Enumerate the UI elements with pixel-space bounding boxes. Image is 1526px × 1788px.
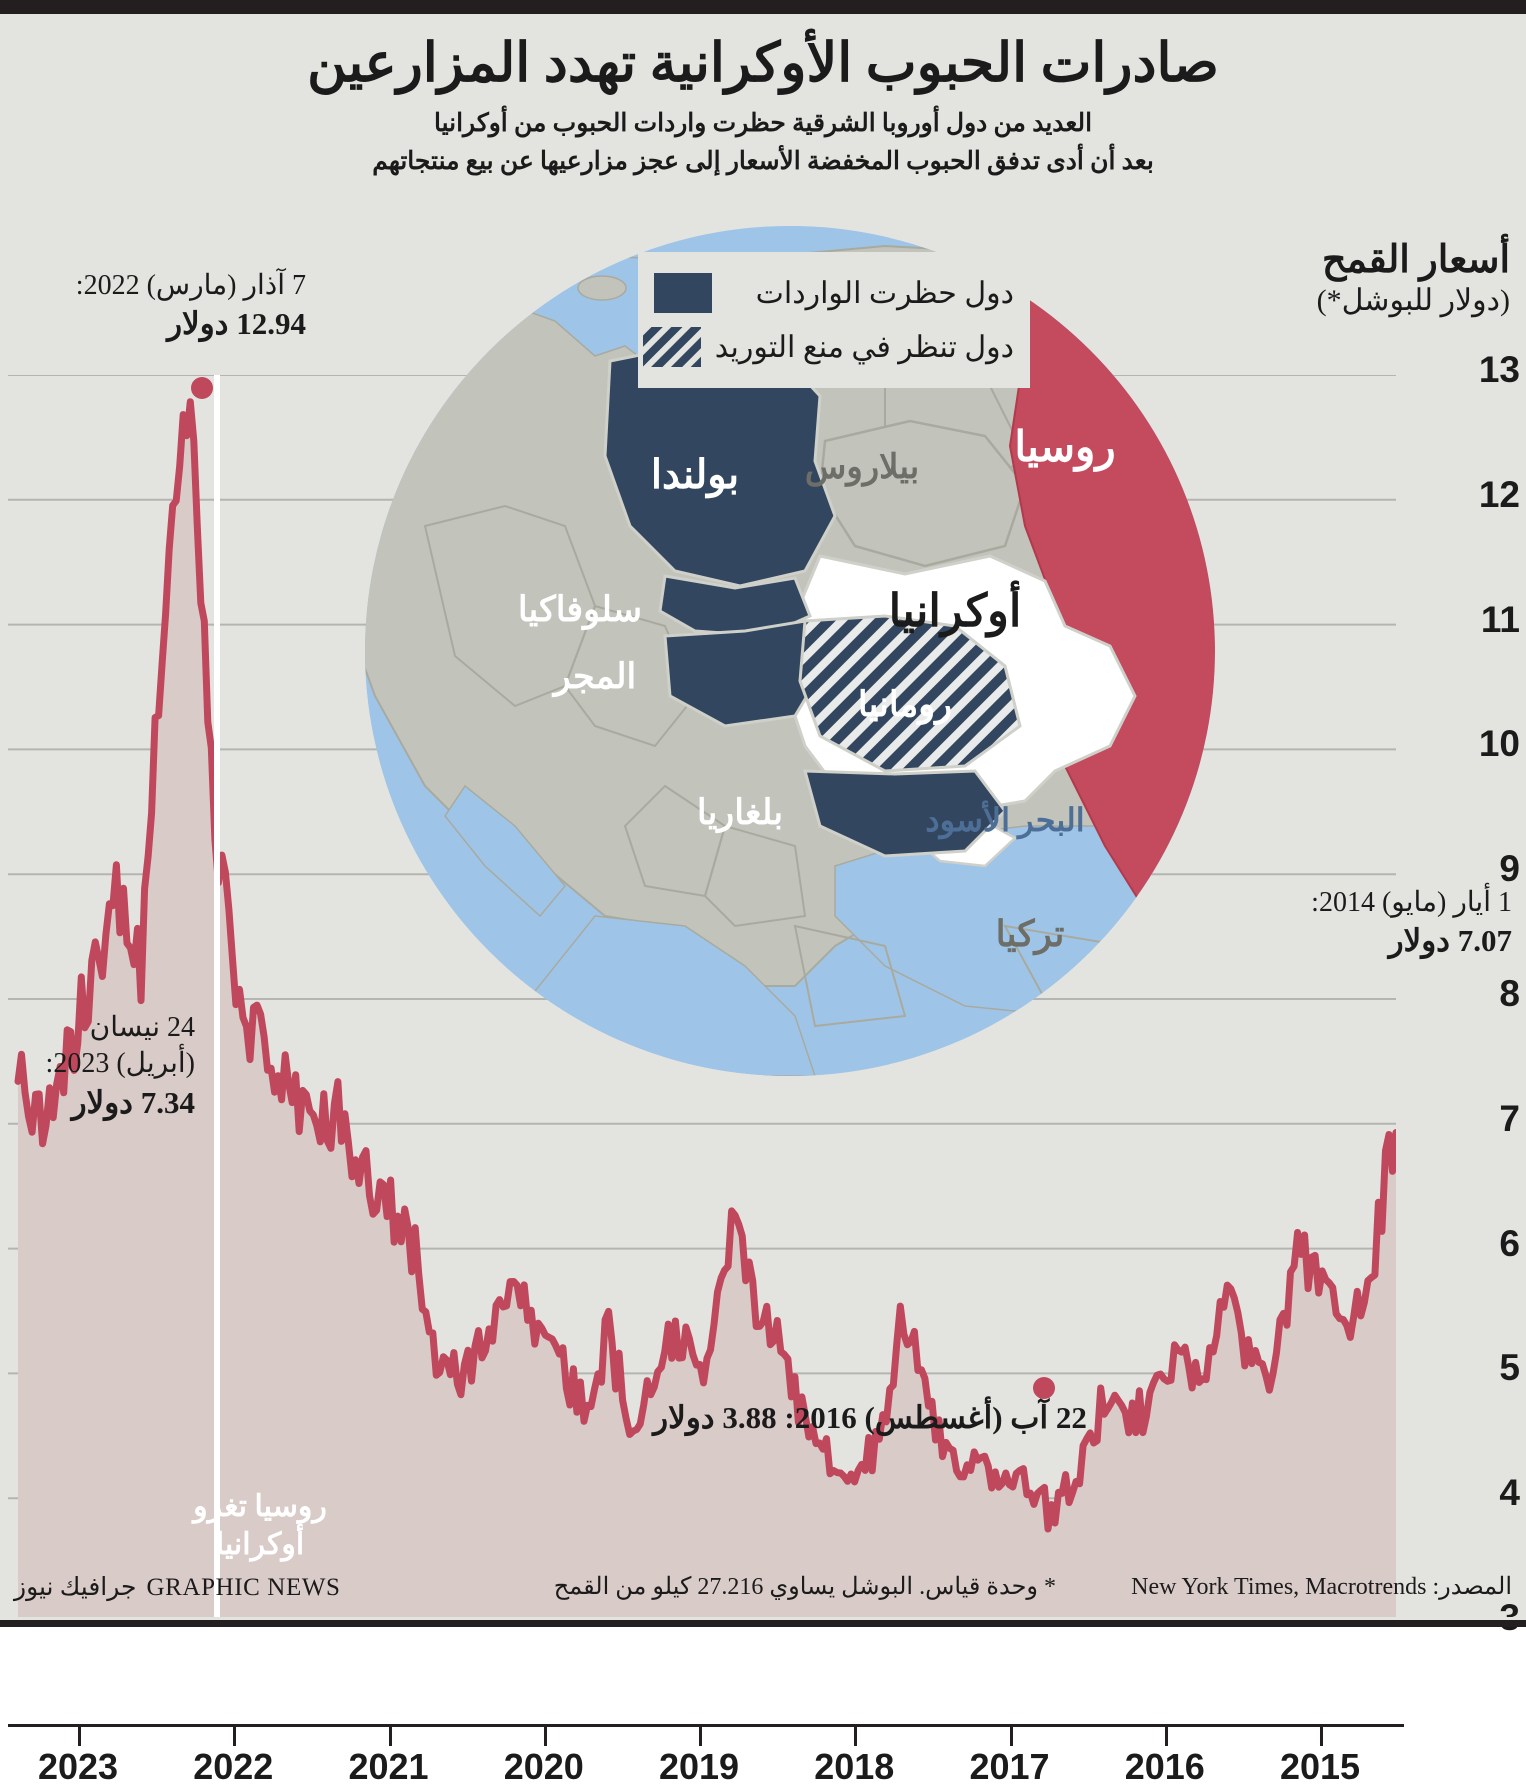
x-tick-2021: 2021: [348, 1746, 429, 1787]
subtitle-line-2: بعد أن أدى تدفق الحبوب المخفضة الأسعار إ…: [372, 148, 1154, 176]
x-tick-mark: [78, 1724, 81, 1746]
footnote-text: * وحدة قياس. البوشل يساوي 27.216 كيلو من…: [553, 1574, 1056, 1600]
callout-2016-text: 22 آب (أغسطس) 2016: 3.88 دولار: [653, 1400, 1087, 1435]
hatched-swatch-icon: [642, 327, 701, 367]
invasion-marker-label: روسيا تغزو أوكرانيا: [193, 1490, 327, 1561]
y-tick-9: 9: [1499, 848, 1520, 890]
chart-units: (دولار للبوشل*): [1316, 283, 1510, 317]
x-tick-mark: [1009, 1724, 1013, 1746]
callout-2022-value: 12.94 دولار: [167, 306, 306, 342]
brand-name-ar: جرافيك نيوز: [14, 1574, 137, 1601]
map-label-slovakia: سلوفاكيا: [518, 590, 642, 631]
x-tick-2022: 2022: [193, 1746, 274, 1787]
y-tick-5: 5: [1499, 1347, 1520, 1389]
x-tick-mark: [1164, 1724, 1168, 1746]
y-tick-10: 10: [1478, 723, 1520, 765]
map-label-russia: روسيا: [1014, 425, 1115, 472]
callout-2023-value: 7.34 دولار: [71, 1084, 195, 1120]
map-label-bulgaria: بلغاريا: [697, 793, 783, 834]
y-tick-13: 13: [1478, 349, 1520, 390]
legend-swatch-banned-icon: [654, 273, 712, 313]
x-tick-2020: 2020: [503, 1746, 584, 1787]
price-line: [14, 398, 1396, 1533]
callout-2014-date: 1 أيار (مايو) 2014:: [1311, 887, 1512, 918]
callout-2014-value: 7.07 دولار: [1388, 923, 1512, 959]
x-tick-mark: [388, 1724, 392, 1746]
x-axis-line: [8, 1724, 1404, 1727]
regional-map: بولندا سلوفاكيا المجر رومانيا بلغاريا أو…: [365, 226, 1215, 1076]
callout-2023-latest: 24 نيسان (أبريل) 2023: 7.34 دولار: [20, 1010, 195, 1123]
datapoint-2016-low: [1033, 1377, 1055, 1399]
y-axis-title: أسعار القمح (دولار للبوشل*): [1190, 239, 1510, 319]
page-title: صادرات الحبوب الأوكرانية تهدد المزارعين: [307, 33, 1219, 93]
map-label-poland: بولندا: [651, 452, 739, 499]
legend-item-considering: دول تنظر في منع التوريد: [642, 320, 1014, 374]
footer: المصدر: New York Times, Macrotrends * وح…: [0, 1570, 1526, 1614]
header-block: صادرات الحبوب الأوكرانية تهدد المزارعين …: [0, 14, 1526, 181]
legend-swatch-considering-icon: [642, 327, 701, 367]
subtitle-line-1: العديد من دول أوروبا الشرقية حظرت واردات…: [433, 110, 1093, 138]
adriatic-sea: [444, 784, 566, 918]
brand-name-en: GRAPHIC NEWS: [146, 1574, 341, 1601]
baltic-island: [577, 275, 627, 301]
x-tick-2015: 2015: [1279, 1746, 1361, 1787]
brand-block: GRAPHIC NEWS جرافيك نيوز: [14, 1572, 341, 1602]
x-tick-mark: [699, 1724, 702, 1746]
y-tick-4: 4: [1499, 1472, 1520, 1514]
top-rule: [0, 0, 1526, 14]
y-tick-8: 8: [1499, 973, 1520, 1014]
x-tick-2018: 2018: [814, 1746, 895, 1787]
map-label-hungary: المجر: [551, 657, 637, 698]
romania-shape: [798, 614, 1022, 773]
x-tick-2023: 2023: [37, 1746, 119, 1787]
legend-label-considering: دول تنظر في منع التوريد: [714, 330, 1014, 364]
callout-2023-date: 24 نيسان (أبريل) 2023:: [45, 1012, 195, 1080]
legend-label-banned: دول حظرت الواردات: [755, 276, 1014, 310]
y-tick-7: 7: [1499, 1097, 1520, 1139]
callout-2014-start: 1 أيار (مايو) 2014: 7.07 دولار: [1222, 885, 1512, 962]
x-tick-mark: [854, 1724, 858, 1746]
map-label-black-sea: البحر الأسود: [925, 799, 1084, 840]
x-tick-mark: [1320, 1724, 1323, 1746]
map-legend: دول حظرت الواردات دول تنظر في منع التوري…: [638, 252, 1030, 388]
x-tick-2016: 2016: [1124, 1746, 1205, 1787]
y-tick-6: 6: [1499, 1222, 1520, 1264]
datapoint-2022-peak: [191, 377, 213, 399]
x-tick-mark: [233, 1724, 237, 1746]
map-label-turkey: تركيا: [996, 914, 1065, 956]
bottom-rule: [0, 1617, 1526, 1627]
map-label-belarus: بيلاروس: [805, 449, 919, 487]
map-label-ukraine: أوكرانيا: [889, 580, 1022, 638]
x-tick-mark: [543, 1724, 547, 1746]
price-area-fill: [18, 401, 1396, 1623]
x-tick-2017: 2017: [969, 1746, 1050, 1787]
map-label-romania: رومانيا: [858, 685, 952, 726]
bulgaria-shape: [803, 769, 1007, 858]
y-tick-11: 11: [1480, 598, 1520, 640]
invasion-marker-line: [214, 375, 220, 1724]
callout-2022-date: 7 آذار (مارس) 2022:: [75, 270, 306, 301]
x-tick-2019: 2019: [658, 1746, 740, 1787]
source-text: المصدر: New York Times, Macrotrends: [1131, 1574, 1512, 1600]
chart-title: أسعار القمح: [1321, 239, 1510, 281]
legend-item-banned: دول حظرت الواردات: [654, 266, 1014, 320]
callout-2016-low: 22 آب (أغسطس) 2016: 3.88 دولار: [580, 1398, 1160, 1438]
y-tick-12: 12: [1478, 473, 1520, 515]
callout-2022-peak: 7 آذار (مارس) 2022: 12.94 دولار: [10, 268, 306, 345]
